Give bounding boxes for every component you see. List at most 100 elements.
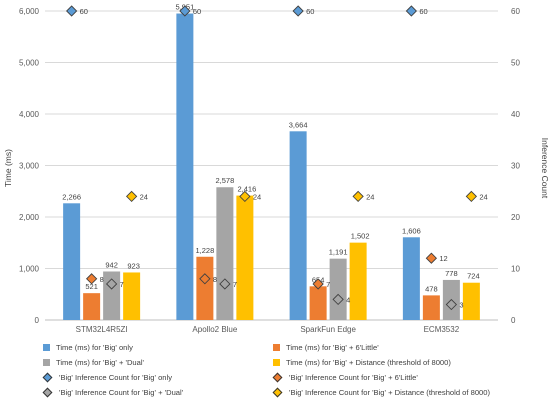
marker-point	[425, 252, 438, 264]
marker-point	[332, 293, 344, 306]
legend-item: Time (ms) for 'Big' only	[43, 343, 133, 352]
data-label: 923	[127, 261, 140, 270]
marker-point	[199, 273, 211, 285]
data-label: 778	[445, 269, 458, 278]
legend-label: Time (ms) for 'Big' + 'Dual'	[56, 358, 145, 367]
marker-point	[312, 278, 324, 290]
bar	[309, 286, 327, 320]
marker-label: 24	[366, 192, 374, 201]
y-tick-label: 1,000	[19, 265, 40, 274]
x-tick-label: ECM3532	[424, 325, 460, 334]
chart-area: Time (ms) Inference Count 2,266 521 942 923…	[3, 3, 550, 334]
marker-point	[105, 278, 118, 290]
x-tick-label: STM32L4R5ZI	[76, 325, 128, 334]
y2-tick-label: 50	[511, 59, 520, 68]
legend-swatch	[43, 344, 50, 351]
bar	[289, 131, 307, 320]
marker-point	[65, 5, 78, 17]
legend-swatch	[272, 387, 283, 398]
bar	[329, 258, 347, 320]
bar	[402, 237, 420, 320]
marker-label: 8	[100, 275, 104, 284]
data-label: 1,228	[195, 246, 214, 255]
legend-label: 'Big' Inference Count for 'Big' only	[59, 373, 173, 382]
y2-tick-label: 40	[511, 110, 520, 119]
marker-label: 3	[459, 301, 463, 310]
marker-label: 60	[306, 7, 314, 16]
y2-tick-label: 0	[511, 316, 516, 325]
marker-point	[125, 190, 138, 203]
legend-item: 'Big' Inference Count for 'Big' only	[42, 372, 173, 383]
bar	[63, 203, 81, 320]
bar	[196, 256, 214, 320]
legend-item: Time (ms) for 'Big' + 6'Little'	[273, 343, 379, 352]
marker-point	[179, 5, 191, 17]
bar	[422, 295, 440, 320]
marker-point	[219, 278, 231, 290]
marker-label: 24	[140, 192, 148, 201]
y2-tick-label: 10	[511, 265, 520, 274]
legend-swatch	[272, 372, 283, 383]
legend-label: 'Big' Inference Count for 'Big' + Distan…	[289, 388, 491, 397]
bars	[63, 13, 480, 321]
bar	[349, 242, 367, 320]
marker-label: 24	[253, 192, 261, 201]
data-label: 521	[85, 282, 98, 291]
data-label: 3,664	[289, 120, 308, 129]
marker-point	[445, 298, 458, 311]
marker-point	[292, 5, 304, 17]
y-tick-label: 6,000	[19, 7, 40, 16]
data-label: 942	[105, 260, 118, 269]
y2-axis-title: Inference Count	[540, 138, 550, 199]
data-label: 724	[467, 272, 480, 281]
marker-label: 4	[346, 295, 350, 304]
gridlines	[45, 10, 498, 321]
bar	[216, 187, 234, 320]
x-tick-label: SparkFun Edge	[300, 325, 356, 334]
legend-swatch	[42, 387, 53, 398]
bar	[462, 282, 480, 320]
legend-label: Time (ms) for 'Big' + Distance (threshol…	[286, 358, 451, 367]
y-tick-label: 3,000	[19, 162, 40, 171]
legend-item: Time (ms) for 'Big' + 'Dual'	[43, 358, 144, 367]
bar	[83, 293, 101, 320]
legend-label: Time (ms) for 'Big' only	[56, 343, 133, 352]
legend-item: Time (ms) for 'Big' + Distance (threshol…	[273, 358, 451, 367]
bar	[236, 195, 254, 320]
data-label: 2,266	[62, 192, 81, 201]
y-tick-label: 2,000	[19, 213, 40, 222]
marker-label: 8	[213, 275, 217, 284]
marker-label: 60	[419, 7, 427, 16]
legend-label: 'Big' Inference Count for 'Big' + 'Dual'	[59, 388, 184, 397]
y-tick-label: 0	[35, 316, 40, 325]
y-axis-title: Time (ms)	[3, 149, 13, 187]
marker-label: 60	[80, 7, 88, 16]
legend-item: 'Big' Inference Count for 'Big' + Distan…	[272, 387, 491, 398]
bar	[176, 13, 194, 321]
marker-label: 7	[120, 280, 124, 289]
marker-point	[405, 5, 418, 17]
y-tick-label: 5,000	[19, 59, 40, 68]
legend-swatch	[42, 372, 53, 383]
x-tick-label: Apollo2 Blue	[192, 325, 237, 334]
axes: 0 1,000 2,000 3,000 4,000 5,000 6,000 0 10 20 30 40…	[19, 7, 520, 334]
data-label: 2,578	[215, 176, 234, 185]
marker-point	[465, 190, 478, 203]
marker-label: 7	[326, 280, 330, 289]
marker-label: 12	[439, 254, 447, 263]
legend-swatch	[43, 359, 50, 366]
legend-swatch	[273, 359, 280, 366]
legend-label: Time (ms) for 'Big' + 6'Little'	[286, 343, 379, 352]
marker-label: 60	[193, 7, 201, 16]
legend-label: 'Big' Inference Count for 'Big' + 6'Litt…	[289, 373, 418, 382]
y2-tick-label: 30	[511, 162, 520, 171]
marker-label: 7	[233, 280, 237, 289]
data-label: 2,416	[237, 185, 256, 194]
marker-label: 24	[479, 192, 487, 201]
data-label: 1,191	[329, 248, 348, 257]
data-label: 478	[425, 284, 438, 293]
y2-tick-label: 20	[511, 213, 520, 222]
marker-point	[239, 190, 251, 203]
data-label: 1,502	[351, 232, 370, 241]
